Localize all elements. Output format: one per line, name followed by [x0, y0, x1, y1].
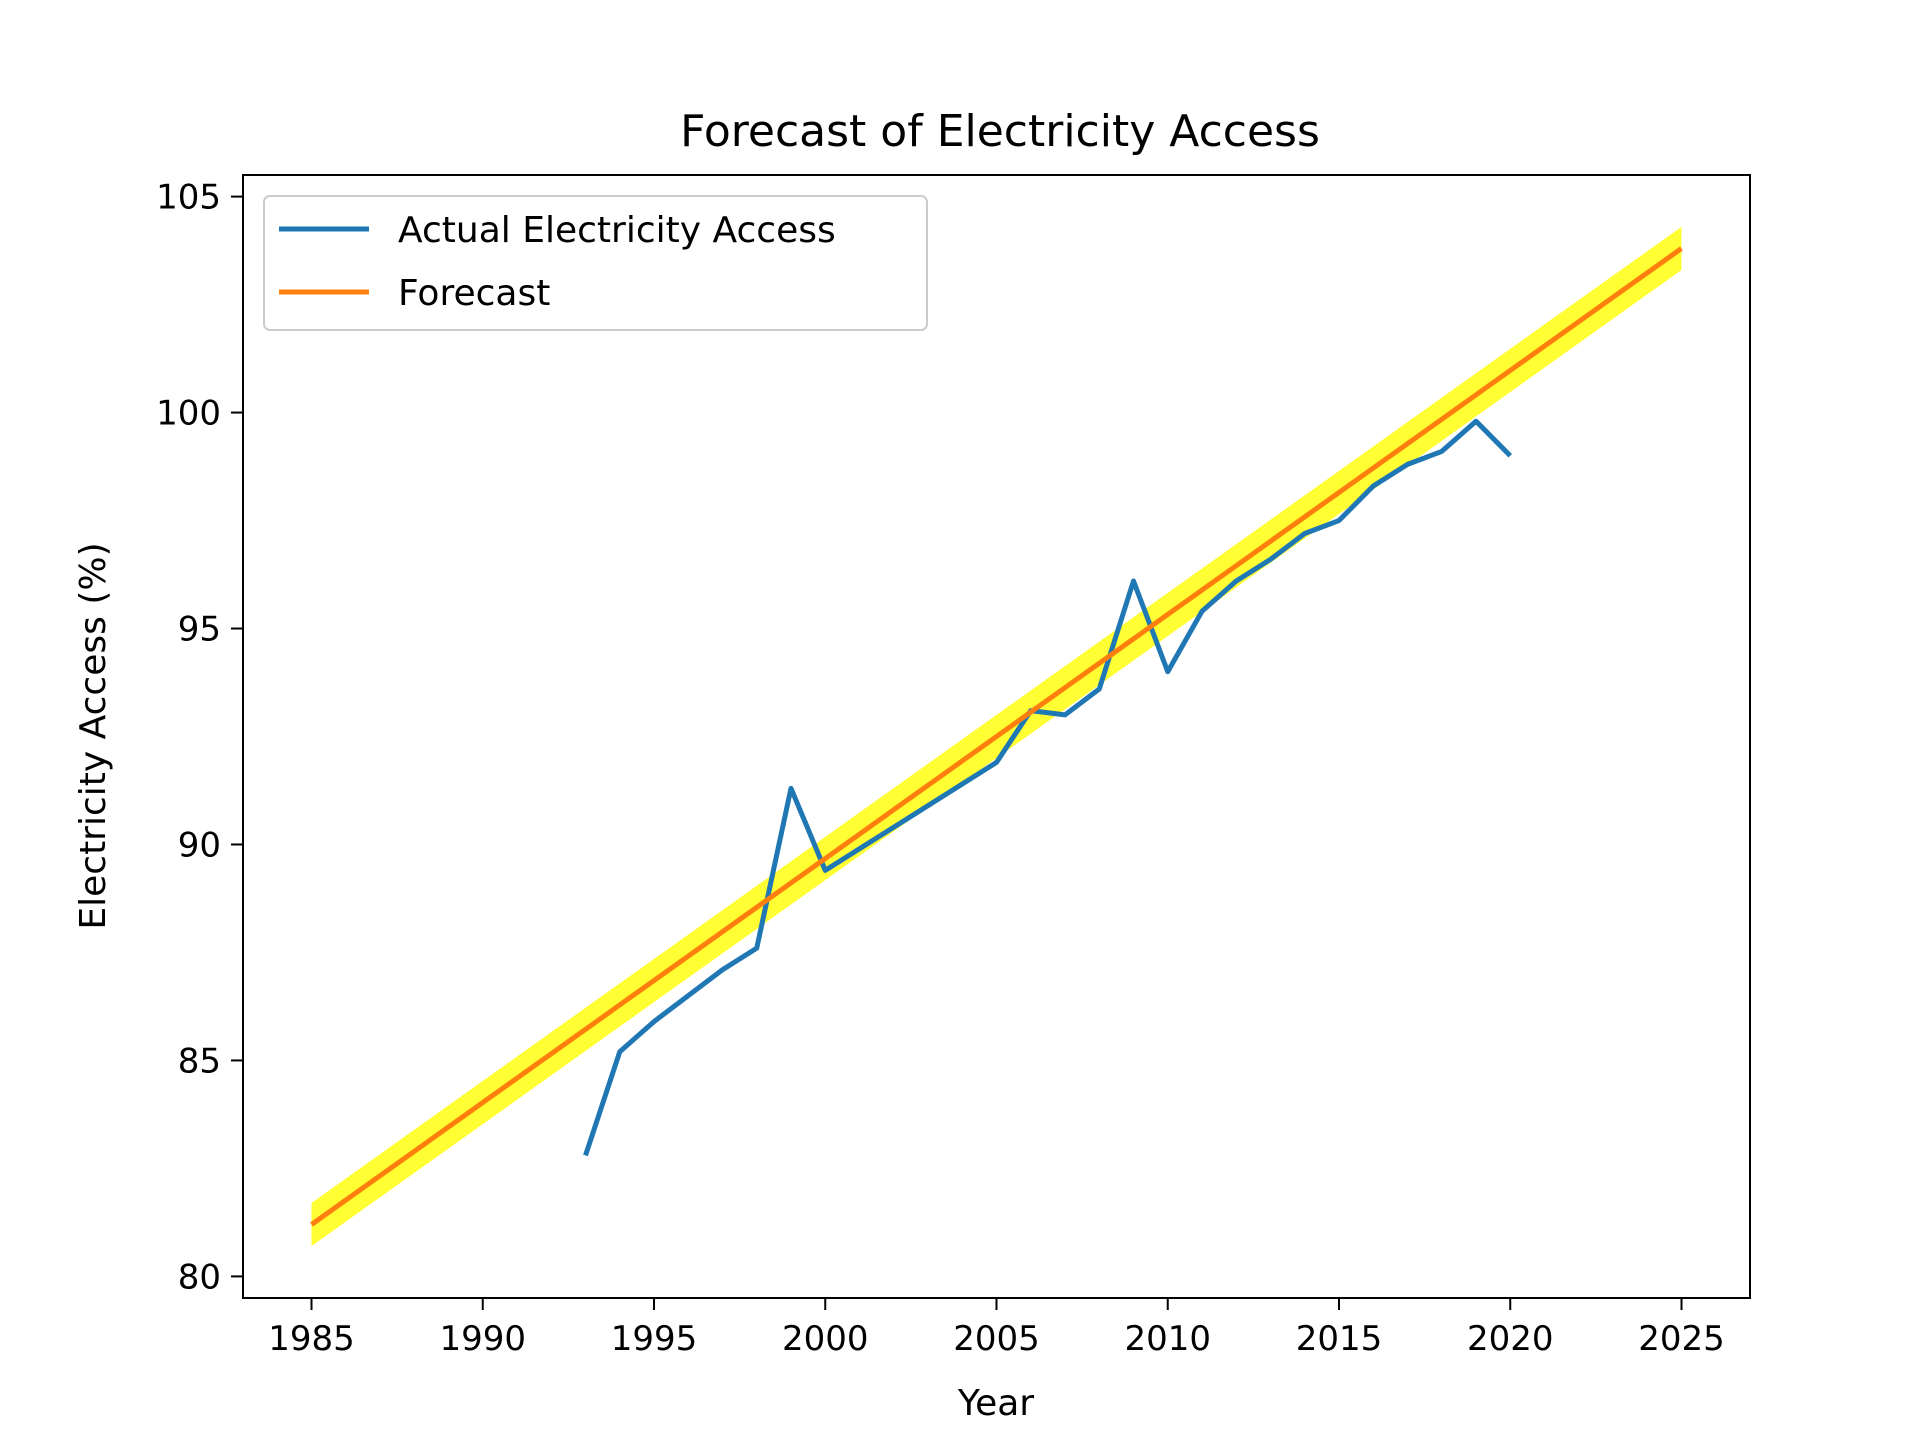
x-tick-label: 1990: [439, 1319, 526, 1359]
x-tick-label: 2005: [953, 1319, 1040, 1359]
y-tick-label: 80: [178, 1257, 221, 1297]
chart-title: Forecast of Electricity Access: [680, 106, 1320, 157]
series-line-actual: [583, 418, 1513, 1157]
x-tick-label: 1995: [611, 1319, 698, 1359]
legend-box: [263, 195, 928, 331]
series-line-forecast: [310, 246, 1683, 1227]
y-axis-label: Electricity Access (%): [73, 542, 114, 929]
y-tick-label: 105: [156, 178, 221, 218]
x-tick-label: 1985: [268, 1319, 355, 1359]
y-tick-label: 100: [156, 394, 221, 434]
y-tick-label: 95: [178, 610, 221, 650]
y-tick-label: 85: [178, 1041, 221, 1081]
y-tick-label: 90: [178, 825, 221, 865]
x-tick-label: 2025: [1638, 1319, 1725, 1359]
x-tick-label: 2010: [1124, 1319, 1211, 1359]
legend-label-forecast: Forecast: [398, 273, 550, 314]
legend: Actual Electricity Access Forecast: [263, 195, 928, 331]
legend-label-actual: Actual Electricity Access: [398, 210, 836, 251]
x-axis-label: Year: [957, 1383, 1034, 1424]
x-tick-label: 2020: [1467, 1319, 1554, 1359]
x-tick-label: 2015: [1296, 1319, 1383, 1359]
x-tick-label: 2000: [782, 1319, 869, 1359]
